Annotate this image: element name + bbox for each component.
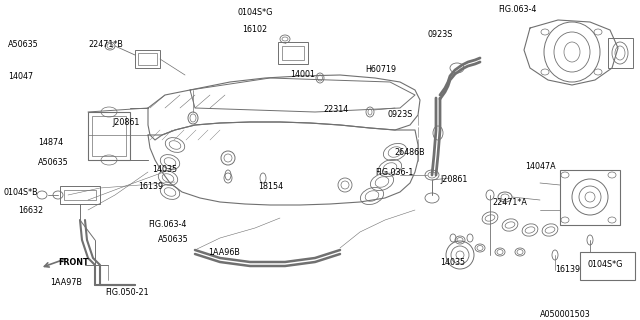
- Text: 0923S: 0923S: [428, 30, 453, 39]
- Text: A50635: A50635: [158, 235, 189, 244]
- Bar: [92, 116, 126, 156]
- Text: A50635: A50635: [38, 158, 68, 167]
- Text: 0104S*B: 0104S*B: [4, 188, 38, 197]
- Text: A50635: A50635: [8, 40, 39, 49]
- Text: 1AA97B: 1AA97B: [50, 278, 82, 287]
- Bar: [64, 190, 96, 200]
- Text: FIG.063-4: FIG.063-4: [148, 220, 186, 229]
- Text: 26486B: 26486B: [394, 148, 424, 157]
- Bar: [135, 50, 160, 68]
- Bar: [88, 112, 130, 160]
- Text: 22314: 22314: [323, 105, 348, 114]
- Text: 14001: 14001: [290, 70, 315, 79]
- Text: 14047: 14047: [8, 72, 33, 81]
- Text: FIG.036-1: FIG.036-1: [375, 168, 413, 177]
- Text: 16102: 16102: [242, 25, 267, 34]
- Bar: [580, 252, 635, 280]
- Text: 22471*B: 22471*B: [88, 40, 123, 49]
- Bar: [282, 46, 304, 60]
- Bar: [278, 42, 308, 64]
- Text: 0104S*G: 0104S*G: [588, 260, 623, 269]
- Text: 16632: 16632: [18, 206, 43, 215]
- Text: 14035: 14035: [152, 165, 177, 174]
- Text: 16139: 16139: [555, 265, 580, 274]
- Text: 0104S*G: 0104S*G: [238, 8, 273, 17]
- Text: A050001503: A050001503: [540, 310, 591, 319]
- Bar: [138, 53, 157, 65]
- Text: J20861: J20861: [440, 175, 467, 184]
- Bar: [608, 38, 633, 68]
- Text: 14035: 14035: [440, 258, 465, 267]
- Text: J20861: J20861: [112, 118, 140, 127]
- Text: 22471*A: 22471*A: [492, 198, 527, 207]
- Text: 1AA96B: 1AA96B: [208, 248, 240, 257]
- Text: 14874: 14874: [38, 138, 63, 147]
- Text: 16139: 16139: [138, 182, 163, 191]
- Text: FIG.050-21: FIG.050-21: [105, 288, 148, 297]
- Text: 18154: 18154: [258, 182, 283, 191]
- Bar: [560, 170, 620, 225]
- Text: FIG.063-4: FIG.063-4: [498, 5, 536, 14]
- Text: FRONT: FRONT: [58, 258, 88, 267]
- Text: 14047A: 14047A: [525, 162, 556, 171]
- Text: 0923S: 0923S: [388, 110, 413, 119]
- Text: H60719: H60719: [365, 65, 396, 74]
- Bar: [60, 186, 100, 204]
